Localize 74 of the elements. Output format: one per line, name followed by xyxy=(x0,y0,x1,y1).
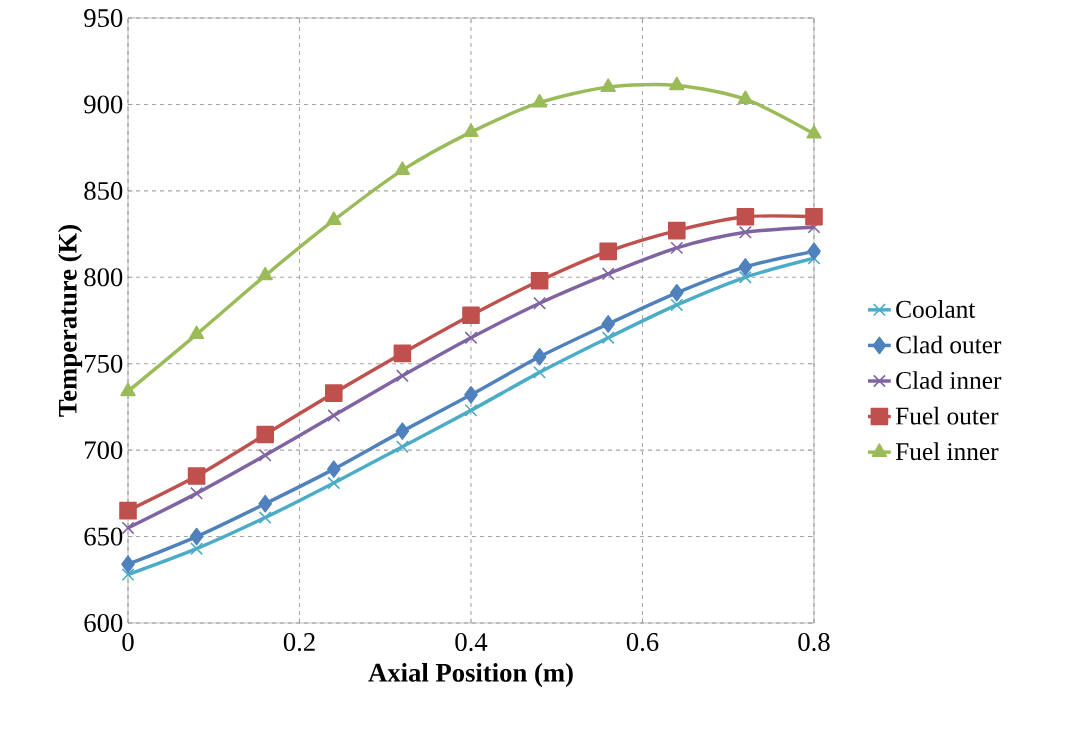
point xyxy=(258,511,272,524)
point xyxy=(670,298,684,312)
point xyxy=(395,440,409,454)
point xyxy=(464,403,478,417)
point xyxy=(601,267,615,281)
y-tick-label: 750 xyxy=(85,354,123,373)
y-axis-title: Temperature (K) xyxy=(57,225,83,417)
point xyxy=(120,382,136,397)
point xyxy=(464,386,478,404)
y-tick-label: 900 xyxy=(84,95,123,114)
point xyxy=(256,425,274,444)
point xyxy=(601,331,615,345)
point xyxy=(736,207,755,226)
y-tick-label: 950 xyxy=(84,9,123,27)
point xyxy=(599,242,617,261)
legend-label: Clad outer xyxy=(896,335,1002,354)
point xyxy=(737,90,754,105)
legend-label: Fuel outer xyxy=(895,406,999,425)
point xyxy=(395,369,409,383)
point xyxy=(738,258,753,276)
point xyxy=(121,568,135,582)
point xyxy=(258,494,272,513)
point xyxy=(532,347,547,366)
x-tick-label: 0.2 xyxy=(283,633,315,652)
point xyxy=(190,486,204,500)
point xyxy=(462,306,480,325)
point xyxy=(738,225,752,239)
point xyxy=(121,521,135,535)
x-tick-label: 0 xyxy=(122,633,134,652)
point xyxy=(600,78,616,92)
point xyxy=(393,344,412,363)
point xyxy=(807,242,821,261)
y-tick-label: 850 xyxy=(84,181,123,200)
point xyxy=(257,266,273,281)
point xyxy=(806,125,822,139)
legend-label: Clad inner xyxy=(896,371,1002,390)
point xyxy=(326,211,342,226)
point xyxy=(464,331,478,345)
point xyxy=(189,527,204,546)
point xyxy=(187,467,206,485)
point xyxy=(533,296,547,310)
point xyxy=(531,93,548,108)
point xyxy=(669,284,684,302)
point xyxy=(258,448,272,462)
x-tick-label: 0.6 xyxy=(626,633,659,652)
point xyxy=(394,161,411,175)
point xyxy=(190,542,204,556)
x-tick-label: 0.8 xyxy=(798,633,830,652)
point xyxy=(601,315,615,333)
point xyxy=(325,384,343,402)
point xyxy=(738,270,752,284)
point xyxy=(188,325,205,340)
x-axis-title: Axial Position (m) xyxy=(368,662,573,688)
point xyxy=(327,476,341,490)
point xyxy=(670,241,684,255)
point xyxy=(530,271,549,290)
y-tick-label: 650 xyxy=(84,527,123,546)
point xyxy=(805,207,823,226)
point xyxy=(327,460,341,478)
point xyxy=(463,123,479,137)
x-tick-label: 0.4 xyxy=(455,633,488,652)
point xyxy=(119,501,137,520)
point xyxy=(533,365,547,379)
point xyxy=(669,76,685,91)
y-tick-label: 700 xyxy=(85,441,123,460)
y-tick-label: 600 xyxy=(84,613,123,632)
point xyxy=(121,555,135,574)
point xyxy=(807,251,821,265)
y-tick-label: 800 xyxy=(84,268,123,287)
legend-label: Fuel inner xyxy=(895,442,999,461)
point xyxy=(327,409,341,423)
legend-label: Coolant xyxy=(896,300,976,318)
point xyxy=(667,221,686,240)
point xyxy=(395,422,410,440)
